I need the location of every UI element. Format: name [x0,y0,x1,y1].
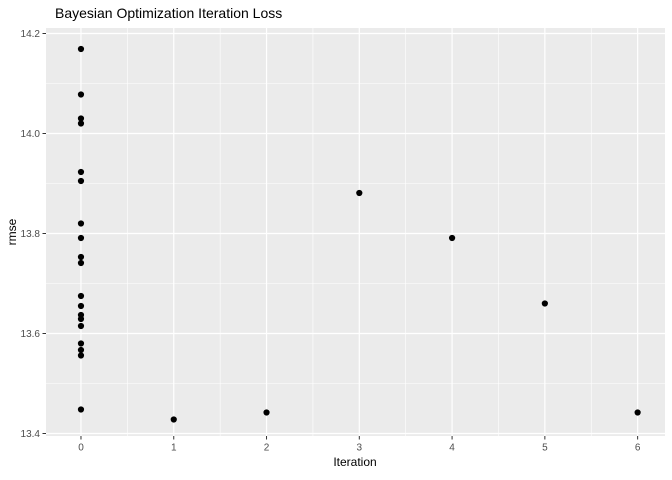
x-tick-label: 2 [264,443,270,454]
data-point [77,340,85,347]
data-point [77,177,85,185]
grid-minor [46,28,665,436]
data-point [541,300,548,307]
data-point [77,259,85,267]
data-point [448,234,456,242]
y-axis: 13.4 13.6 13.8 14.0 14.2 [21,29,46,440]
data-point [77,115,85,122]
data-point [356,189,363,197]
x-axis-title: Iteration [333,455,377,469]
x-axis: 0 1 2 3 4 5 6 [78,436,641,454]
data-point [77,302,85,310]
data-point [77,352,85,359]
data-point [77,168,85,176]
x-tick-label: 3 [357,443,363,454]
data-point [170,416,177,423]
data-point [77,45,85,53]
y-tick-label: 13.4 [21,429,41,440]
x-tick-label: 6 [635,443,641,454]
y-axis-title: rmse [5,218,19,246]
y-tick-label: 13.8 [21,229,41,240]
data-point [77,315,85,323]
x-tick-label: 5 [542,443,548,454]
y-tick-label: 14.2 [21,29,41,40]
y-tick-label: 14.0 [21,129,41,140]
plot-panel [46,28,665,436]
data-point [77,120,85,127]
data-point [77,346,85,354]
data-point [77,406,85,413]
x-tick-label: 1 [171,443,177,454]
data-points [77,45,641,423]
data-point [634,409,641,416]
data-point [77,91,85,98]
chart-title: Bayesian Optimization Iteration Loss [55,5,283,21]
data-point [77,253,85,261]
data-point [77,292,85,300]
data-point [77,220,85,227]
data-point [263,409,270,416]
x-tick-label: 4 [449,443,455,454]
y-tick-label: 13.6 [21,329,41,340]
data-point [77,234,85,242]
data-point [77,322,85,330]
x-tick-label: 0 [78,443,84,454]
